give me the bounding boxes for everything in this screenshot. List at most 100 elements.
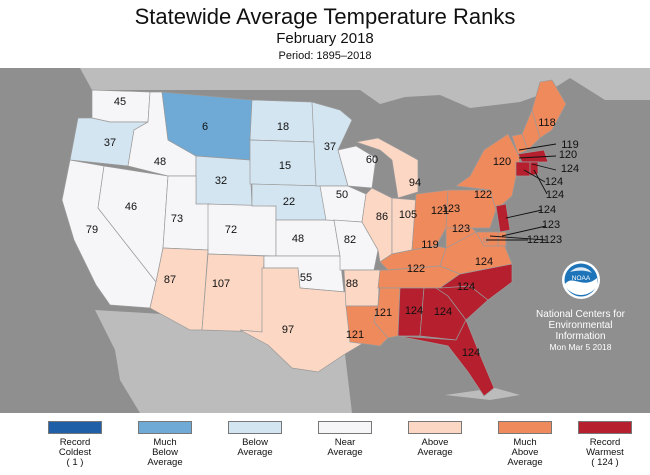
- rank-label-al: 124: [405, 305, 423, 317]
- mexico-land: [95, 310, 352, 413]
- rank-label-wy: 32: [215, 175, 227, 187]
- rank-label-ok: 55: [300, 272, 312, 284]
- rank-label-pa: 122: [474, 189, 492, 201]
- legend-swatch: [578, 421, 632, 434]
- rank-label-mt: 6: [202, 121, 208, 133]
- state-mi: [355, 137, 419, 199]
- rank-label-me: 118: [538, 117, 556, 129]
- legend-item-record-warmest: Record Warmest( 124 ): [565, 421, 645, 468]
- rank-label-tn: 122: [407, 263, 425, 275]
- state-wi: [337, 145, 377, 189]
- canada-land: [0, 68, 650, 108]
- rank-label-nj: 124: [538, 204, 556, 216]
- noaa-credit: NOAA National Centers for Environmental …: [523, 260, 638, 352]
- rank-label-md: 123: [544, 234, 562, 246]
- legend-item-above: Above Average: [395, 421, 475, 458]
- callout-line-ri: [533, 169, 548, 195]
- rank-label-wi: 60: [366, 154, 378, 166]
- rank-label-ca: 79: [86, 224, 98, 236]
- map-title: Statewide Average Temperature Ranks: [134, 4, 516, 29]
- rank-label-nv: 46: [125, 201, 137, 213]
- rank-label-sd: 15: [279, 160, 291, 172]
- legend-swatch: [498, 421, 552, 434]
- category-legend: Record Coldest( 1 ) Much Below Average Below A…: [0, 413, 650, 475]
- state-rank-labels: 45 37 79 48 46 6 32 73 72 87 107 18 15 22 48 55 97 37 50 82…: [86, 96, 579, 359]
- rank-label-ct: 124: [545, 176, 563, 188]
- rank-label-sc: 124: [457, 281, 475, 293]
- noaa-logo-text: NOAA: [571, 275, 590, 282]
- legend-item-below: Below Average: [215, 421, 295, 458]
- rank-label-dc: 121: [527, 234, 545, 246]
- state-ri: [529, 161, 539, 177]
- rank-label-ms: 121: [374, 307, 392, 319]
- rank-label-or: 37: [104, 137, 116, 149]
- rank-label-de: 123: [542, 219, 560, 231]
- rank-label-tx: 97: [282, 324, 294, 336]
- legend-label: Much Below Average: [147, 437, 183, 468]
- rank-label-wa: 45: [114, 96, 126, 108]
- callout-line-vt: [518, 155, 557, 159]
- rank-label-nh: 119: [561, 139, 579, 151]
- state-fl: [397, 319, 495, 397]
- rank-label-nm: 107: [212, 278, 230, 290]
- rank-label-ut: 73: [171, 213, 183, 225]
- state-pa: [445, 189, 497, 229]
- rank-label-fl: 124: [462, 347, 480, 359]
- rank-label-il: 86: [376, 211, 388, 223]
- rank-label-mo: 82: [344, 234, 356, 246]
- state-ma: [517, 149, 549, 163]
- legend-label: Record Coldest( 1 ): [58, 437, 92, 468]
- rank-label-az: 87: [164, 274, 176, 286]
- rank-label-mn: 37: [324, 141, 336, 153]
- legend-swatch: [48, 421, 102, 434]
- rank-label-wv: 123: [442, 203, 460, 215]
- rank-label-ia: 50: [336, 189, 348, 201]
- noaa-line-2: Environmental: [548, 320, 613, 331]
- rank-label-va: 123: [452, 223, 470, 235]
- state-tx: [239, 267, 366, 373]
- us-temperature-rank-map: 45 37 79 48 46 6 32 73 72 87 107 18 15 22 48 55 97 37 50 82…: [0, 68, 650, 413]
- legend-swatch: [228, 421, 282, 434]
- state-nm: [201, 253, 265, 333]
- legend-swatch: [138, 421, 192, 434]
- state-ks: [275, 219, 341, 257]
- period-label: Period: 1895–2018: [278, 50, 372, 62]
- callout-line-ma: [531, 163, 557, 171]
- callout-line-de: [501, 225, 547, 237]
- callout-line-nj: [505, 209, 543, 219]
- callout-lines: [486, 143, 557, 241]
- rank-label-ky: 119: [421, 239, 439, 251]
- rank-label-mi: 94: [409, 177, 421, 189]
- legend-item-much-above: Much Above Average: [485, 421, 565, 468]
- rank-label-ri: 124: [546, 189, 564, 201]
- rank-label-ar: 88: [346, 278, 358, 290]
- issue-date: Mon Mar 5 2018: [549, 342, 612, 352]
- map-subtitle: February 2018: [276, 30, 374, 47]
- state-ct: [515, 161, 531, 177]
- rank-label-oh: 121: [431, 205, 449, 217]
- rank-label-ks: 48: [292, 233, 304, 245]
- state-nj: [495, 203, 511, 233]
- legend-item-near: Near Average: [305, 421, 385, 458]
- rank-label-ny: 120: [493, 156, 511, 168]
- legend-label: Much Above Average: [507, 437, 543, 468]
- rank-label-ga: 124: [434, 306, 452, 318]
- state-oh: [411, 189, 449, 251]
- legend-swatch: [408, 421, 462, 434]
- rank-label-id: 48: [154, 156, 166, 168]
- noaa-line-3: Information: [555, 331, 606, 342]
- rank-label-vt: 120: [559, 149, 577, 161]
- noaa-logo-icon: NOAA: [561, 261, 600, 299]
- legend-item-record-coldest: Record Coldest( 1 ): [35, 421, 115, 468]
- callout-line-nh: [518, 143, 557, 151]
- rank-label-ne: 22: [283, 196, 295, 208]
- legend-item-much-below: Much Below Average: [125, 421, 205, 468]
- state-de: [497, 231, 507, 247]
- callout-line-ct: [523, 169, 546, 183]
- rank-label-co: 72: [225, 224, 237, 236]
- rank-label-la: 121: [346, 329, 364, 341]
- rank-label-in: 105: [399, 209, 417, 221]
- callout-line-md: [489, 235, 547, 241]
- legend-label: Record Warmest( 124 ): [586, 437, 624, 468]
- legend-swatch: [318, 421, 372, 434]
